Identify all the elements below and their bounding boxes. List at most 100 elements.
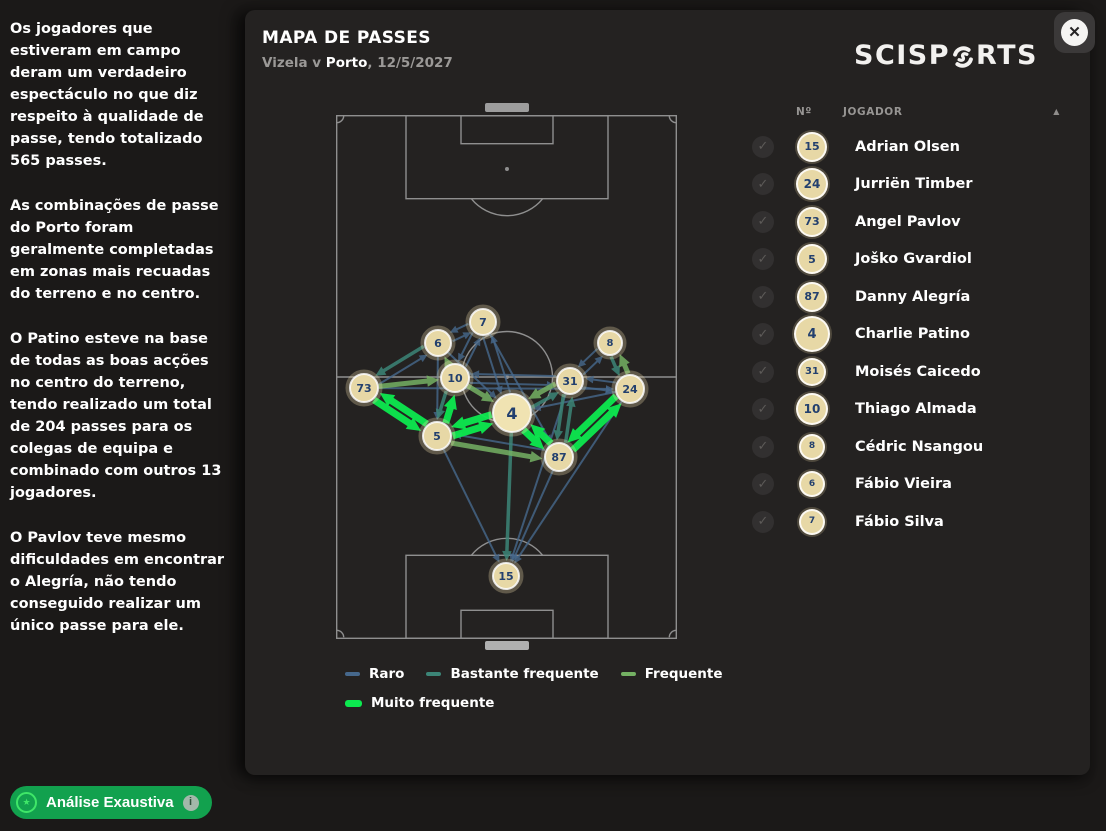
exhaustive-analysis-button[interactable]: ★ Análise Exaustiva i bbox=[10, 786, 212, 819]
shirt-number-badge: 8 bbox=[799, 433, 825, 460]
check-icon[interactable]: ✓ bbox=[752, 173, 774, 196]
player-row[interactable]: ✓ 8 Cédric Nsangou bbox=[750, 428, 1080, 466]
shirt-number-badge: 4 bbox=[794, 316, 830, 353]
bottom-goal bbox=[485, 641, 529, 650]
pass-edge-4-87 bbox=[521, 427, 545, 450]
check-icon[interactable]: ✓ bbox=[752, 510, 774, 533]
shirt-number-badge: 7 bbox=[799, 508, 825, 535]
player-node-7[interactable]: 7 bbox=[465, 304, 501, 340]
legend-label: Frequente bbox=[644, 666, 723, 682]
legend-dash-icon bbox=[345, 671, 360, 677]
player-row[interactable]: ✓ 73 Angel Pavlov bbox=[750, 203, 1080, 241]
player-name: Fábio Silva bbox=[855, 513, 944, 530]
legend-row: Muito frequente bbox=[345, 695, 723, 711]
legend-dash-icon bbox=[426, 671, 442, 677]
pass-edge-87-31 bbox=[563, 396, 576, 444]
player-row[interactable]: ✓ 7 Fábio Silva bbox=[750, 503, 1080, 541]
pass-edge-31-8 bbox=[582, 355, 603, 376]
legend-item-raro: Raro bbox=[345, 666, 404, 682]
player-row[interactable]: ✓ 15 Adrian Olsen bbox=[750, 128, 1080, 166]
legend-label: Bastante frequente bbox=[450, 666, 599, 682]
player-node-87[interactable]: 87 bbox=[540, 438, 578, 476]
player-node-5[interactable]: 5 bbox=[418, 417, 456, 455]
info-icon[interactable]: i bbox=[182, 794, 199, 811]
commentary-paragraph: O Patino esteve na base de todas as boas… bbox=[10, 331, 222, 501]
player-row[interactable]: ✓ 10 Thiago Almada bbox=[750, 391, 1080, 429]
shirt-number-badge: 24 bbox=[796, 168, 828, 201]
player-node-15[interactable]: 15 bbox=[488, 558, 524, 594]
check-icon[interactable]: ✓ bbox=[752, 210, 774, 233]
pass-edge-7-6 bbox=[449, 322, 469, 333]
svg-text:7: 7 bbox=[479, 316, 487, 329]
check-icon[interactable]: ✓ bbox=[752, 473, 774, 496]
player-node-73[interactable]: 73 bbox=[345, 369, 383, 407]
pass-edge-24-87 bbox=[567, 393, 619, 443]
player-node-31[interactable]: 31 bbox=[552, 363, 588, 399]
pass-edge-24-15 bbox=[514, 400, 623, 564]
close-button[interactable]: ✕ bbox=[1054, 12, 1095, 53]
pass-edge-10-7 bbox=[464, 337, 481, 368]
commentary-paragraph: Os jogadores que estiveram em campo dera… bbox=[10, 21, 204, 169]
pass-layer bbox=[372, 322, 631, 564]
pass-edge-5-73 bbox=[379, 393, 429, 427]
page-title: MAPA DE PASSES bbox=[262, 28, 431, 48]
commentary-paragraph: O Pavlov teve mesmo dificuldades em enco… bbox=[10, 530, 225, 634]
shirt-number-badge: 31 bbox=[798, 357, 826, 386]
pass-edge-6-73 bbox=[375, 344, 425, 376]
player-name: Joško Gvardiol bbox=[855, 251, 972, 268]
pass-edge-24-8 bbox=[619, 354, 631, 375]
player-node-6[interactable]: 6 bbox=[420, 325, 456, 361]
pass-map-pitch: 73 6 7 10 5 4 31 87 24 8 15 bbox=[335, 103, 678, 650]
pass-edge-10-4 bbox=[466, 383, 495, 403]
pass-edge-87-15 bbox=[511, 470, 554, 563]
svg-text:10: 10 bbox=[447, 372, 463, 385]
pass-edge-31-4 bbox=[528, 381, 557, 399]
column-header-number: Nº bbox=[796, 106, 812, 118]
pass-edge-24-31 bbox=[585, 375, 616, 384]
check-icon[interactable]: ✓ bbox=[752, 135, 774, 158]
star-icon: ★ bbox=[16, 792, 37, 813]
svg-text:4: 4 bbox=[506, 404, 517, 423]
pass-edge-10-5 bbox=[435, 390, 448, 420]
pass-edge-4-5 bbox=[450, 411, 493, 430]
pass-edge-4-31 bbox=[530, 392, 560, 409]
check-icon[interactable]: ✓ bbox=[752, 285, 774, 308]
player-node-10[interactable]: 10 bbox=[436, 359, 474, 397]
player-name: Cédric Nsangou bbox=[855, 438, 984, 455]
svg-text:31: 31 bbox=[562, 375, 577, 388]
check-icon[interactable]: ✓ bbox=[752, 323, 774, 346]
player-row[interactable]: ✓ 31 Moisés Caicedo bbox=[750, 353, 1080, 391]
player-node-24[interactable]: 24 bbox=[611, 370, 649, 408]
player-node-8[interactable]: 8 bbox=[593, 326, 627, 360]
pass-edge-31-10 bbox=[471, 370, 557, 378]
svg-text:5: 5 bbox=[433, 430, 441, 443]
shirt-number-badge: 73 bbox=[797, 206, 827, 237]
pass-edge-87-24 bbox=[570, 403, 622, 453]
pass-edge-7-4 bbox=[482, 336, 503, 395]
pass-map-panel: MAPA DE PASSES Vizela v Porto, 12/5/2027… bbox=[245, 10, 1095, 775]
player-row[interactable]: ✓ 6 Fábio Vieira bbox=[750, 466, 1080, 504]
shirt-number-badge: 6 bbox=[799, 471, 825, 498]
player-node-4[interactable]: 4 bbox=[488, 389, 536, 437]
pass-edge-5-15 bbox=[442, 449, 500, 563]
check-icon[interactable]: ✓ bbox=[752, 360, 774, 383]
sort-ascending-icon[interactable]: ▲ bbox=[1053, 107, 1060, 116]
player-row[interactable]: ✓ 5 Joško Gvardiol bbox=[750, 241, 1080, 279]
player-row[interactable]: ✓ 24 Jurriën Timber bbox=[750, 166, 1080, 204]
pass-edge-31-24 bbox=[583, 386, 614, 395]
player-row[interactable]: ✓ 87 Danny Alegría bbox=[750, 278, 1080, 316]
shirt-number-badge: 15 bbox=[797, 131, 827, 162]
shirt-badge-slot: 87 bbox=[794, 281, 830, 312]
check-icon[interactable]: ✓ bbox=[752, 435, 774, 458]
pass-edge-8-31 bbox=[577, 347, 599, 368]
scisports-logo: SCISP RTS bbox=[854, 40, 1038, 71]
check-icon[interactable]: ✓ bbox=[752, 398, 774, 421]
player-name: Fábio Vieira bbox=[855, 476, 952, 493]
check-icon[interactable]: ✓ bbox=[752, 248, 774, 271]
pass-edge-31-87 bbox=[553, 393, 566, 441]
svg-text:15: 15 bbox=[498, 570, 513, 583]
player-row[interactable]: ✓ 4 Charlie Patino bbox=[750, 316, 1080, 354]
pass-edge-8-24 bbox=[609, 356, 620, 377]
player-table-header: Nº JOGADOR ▲ bbox=[750, 106, 1072, 122]
legend-label: Muito frequente bbox=[371, 695, 495, 711]
